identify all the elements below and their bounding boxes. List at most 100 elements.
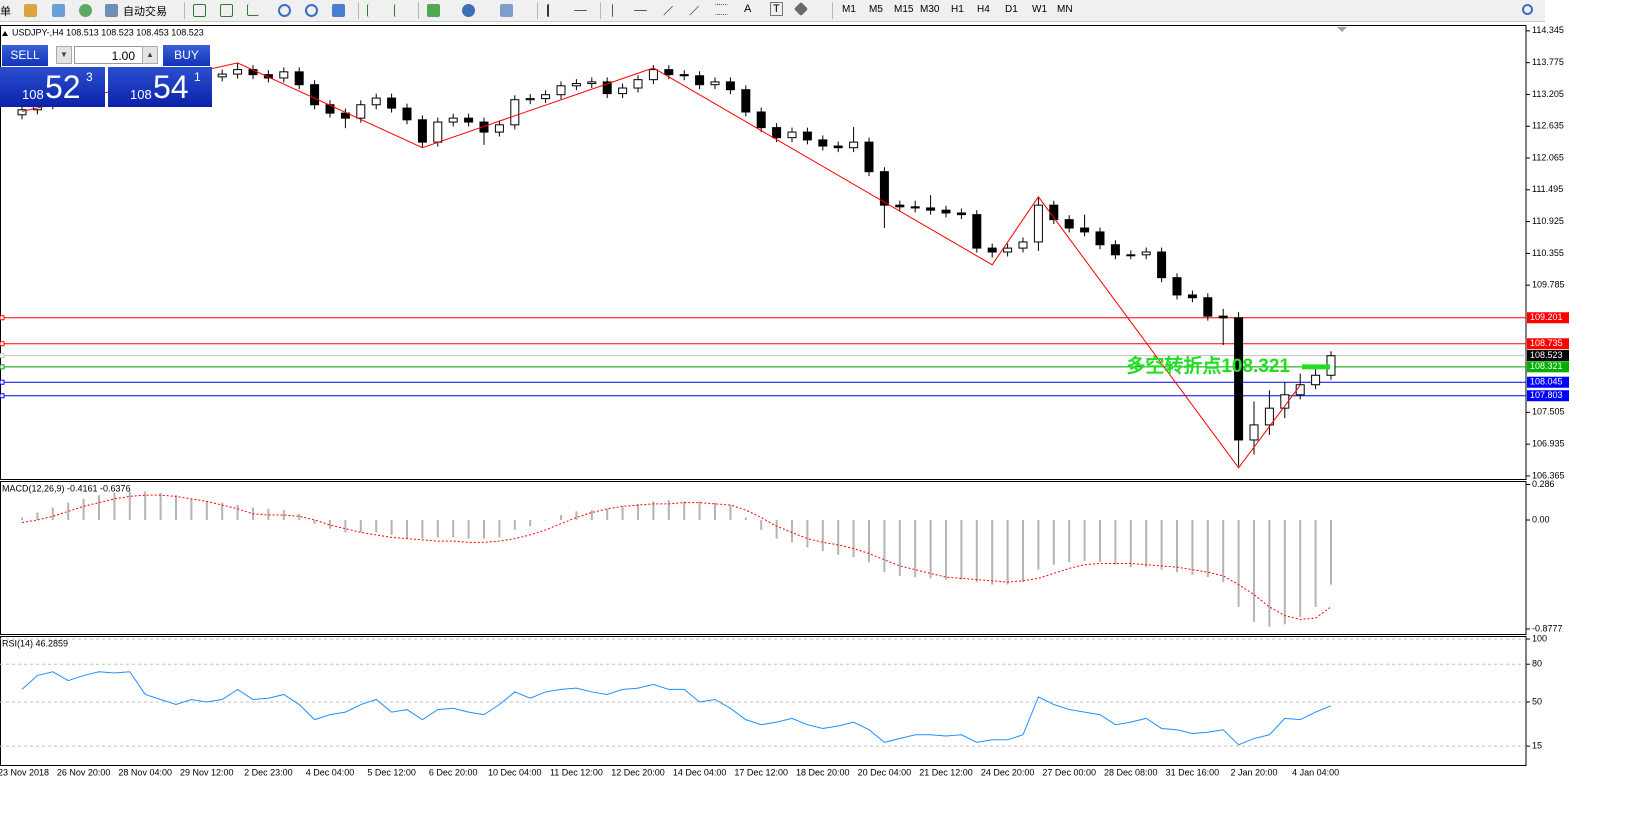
icon[interactable] (332, 4, 345, 17)
icon[interactable] (367, 4, 379, 17)
candle-body (648, 69, 658, 81)
candle-body (1218, 315, 1228, 319)
timeframe[interactable]: H1 (951, 4, 964, 15)
macd-bar (1129, 519, 1132, 568)
fibonacci[interactable] (715, 4, 728, 15)
macd-bar (421, 519, 424, 539)
candle-body (679, 74, 689, 77)
macd-bar (498, 519, 501, 538)
lot-input[interactable]: 1.00 (74, 46, 158, 64)
macd-bar (898, 519, 901, 576)
candle-body (1203, 297, 1213, 317)
cursor[interactable] (547, 4, 557, 17)
search[interactable] (1522, 4, 1533, 15)
timeframe[interactable]: MN (1057, 4, 1073, 15)
macd-bar (483, 519, 485, 539)
candle-body (217, 73, 227, 78)
macd-bar (637, 503, 639, 520)
text-tool[interactable]: A (744, 3, 752, 15)
x-tick-label: 28 Nov 04:00 (118, 767, 172, 777)
macd-bar (560, 515, 562, 520)
one-click-trading: SELL ▼ 1.00 ▲ BUY 108 52 3 108 54 1 (0, 43, 212, 108)
timeframe[interactable]: M1 (842, 4, 856, 15)
timeframe[interactable]: M5 (869, 4, 883, 15)
candle-body (1080, 227, 1090, 233)
crosshair[interactable] (574, 10, 587, 12)
icon[interactable] (427, 4, 440, 17)
candle-body (710, 81, 720, 86)
candle-body (633, 79, 643, 89)
icon[interactable] (79, 4, 92, 17)
macd-bar (1160, 519, 1163, 570)
timeframe[interactable]: H4 (977, 4, 990, 15)
separator (184, 2, 185, 19)
y-tick-label: 114.345 (1532, 25, 1564, 35)
macd-bar (914, 519, 917, 578)
macd-bar (883, 519, 886, 573)
auto-trading[interactable]: 自动交易 (123, 6, 167, 18)
y-tick-label: 106.935 (1532, 439, 1565, 449)
price-tag (1527, 390, 1569, 402)
macd-bar (852, 519, 855, 558)
x-tick-label: 27 Dec 00:00 (1042, 767, 1096, 777)
candle-body (279, 71, 289, 79)
timeframe[interactable]: W1 (1032, 4, 1047, 15)
icon[interactable] (52, 4, 65, 17)
timeframe[interactable]: M15 (894, 4, 914, 15)
icon[interactable] (220, 4, 233, 17)
ask-quote[interactable]: 108 54 1 (108, 67, 212, 107)
icon[interactable] (500, 4, 513, 17)
trend-line[interactable] (663, 5, 674, 17)
icon[interactable] (462, 4, 475, 17)
panel-title: RSI(14) 46.2859 (2, 638, 68, 648)
arrows[interactable] (793, 1, 809, 17)
timeframe[interactable]: M30 (920, 4, 940, 15)
macd-bar (159, 492, 162, 520)
icon[interactable] (247, 4, 259, 16)
macd-bar (390, 519, 393, 535)
buy-button[interactable]: BUY (163, 45, 210, 66)
candle-body (464, 117, 474, 123)
icon[interactable] (193, 4, 206, 17)
horizontal-line[interactable] (634, 10, 647, 12)
y-tick-label: 15 (1532, 740, 1542, 750)
macd-bar (806, 519, 809, 548)
big-figure: 108 (130, 87, 152, 102)
candle-body (695, 75, 705, 86)
vertical-line[interactable] (612, 4, 614, 17)
icon[interactable] (105, 4, 118, 17)
y-tick-label: 107.505 (1532, 407, 1565, 417)
icon[interactable] (24, 4, 37, 17)
lot-up[interactable]: ▲ (142, 46, 158, 64)
icon[interactable] (394, 4, 406, 17)
label-tool[interactable]: T (770, 2, 783, 16)
zoom-in[interactable] (278, 4, 291, 17)
macd-bar (513, 519, 516, 530)
macd-bar (1006, 519, 1009, 585)
macd-bar (98, 495, 100, 520)
macd-bar (1052, 519, 1055, 565)
candle-body (802, 131, 812, 141)
candle-body (1311, 374, 1321, 386)
candle-body (725, 81, 735, 91)
timeframe[interactable]: D1 (1005, 4, 1018, 15)
candle-body (17, 109, 27, 116)
candle-body (310, 84, 320, 106)
y-tick-label: 110.355 (1532, 248, 1564, 258)
x-tick-label: 18 Dec 20:00 (796, 767, 850, 777)
macd-bar (590, 510, 593, 520)
lot-down[interactable]: ▼ (56, 46, 72, 64)
macd-bar (221, 502, 224, 520)
zoom-out[interactable] (305, 4, 318, 17)
menu-fragment[interactable]: 单 (0, 6, 11, 18)
x-tick-label: 12 Dec 20:00 (611, 767, 665, 777)
channel[interactable] (689, 5, 700, 17)
macd-bar (144, 491, 147, 520)
bid-quote[interactable]: 108 52 3 (0, 67, 105, 107)
price-tag-label: 109.201 (1530, 312, 1563, 322)
macd-bar (868, 519, 870, 563)
sell-button[interactable]: SELL (2, 45, 48, 66)
y-tick-label: 113.205 (1532, 89, 1564, 99)
x-tick-label: 31 Dec 16:00 (1166, 767, 1220, 777)
